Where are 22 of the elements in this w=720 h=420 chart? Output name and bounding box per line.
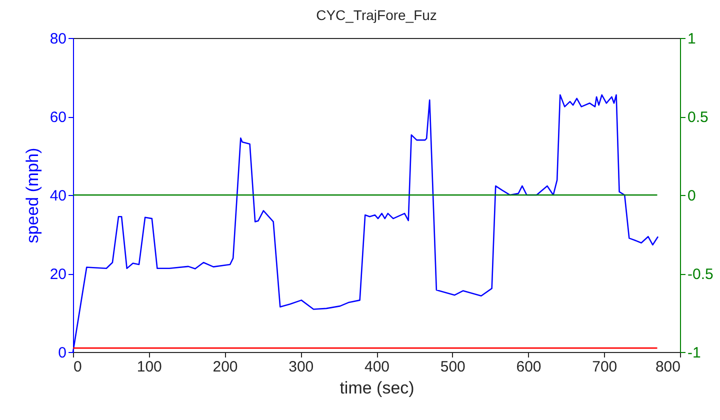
- y-tick-label: 0: [58, 344, 66, 362]
- y-tick-label: 40: [50, 188, 66, 204]
- x-tick-label: 500: [440, 358, 466, 376]
- x-tick-label: 200: [212, 358, 238, 376]
- chart-title: CYC_TrajFore_Fuz: [316, 7, 437, 23]
- x-tick-label: 300: [288, 358, 314, 376]
- x-tick-label: 400: [364, 358, 390, 376]
- x-tick-label: 0: [74, 358, 82, 376]
- y2-tick-label: -1: [688, 344, 701, 362]
- x-tick-label: 700: [592, 358, 618, 376]
- y-tick-label: 60: [50, 109, 66, 126]
- x-tick-label: 800: [655, 358, 680, 376]
- y2-tick-label: 0: [688, 188, 696, 204]
- y2-tick-label: 0.5: [688, 109, 708, 126]
- y2-tick-label: 1: [688, 30, 696, 48]
- x-tick-label: 600: [516, 358, 542, 376]
- y-tick-label: 20: [50, 266, 66, 283]
- y-axis-title: speed (mph): [22, 148, 42, 244]
- x-axis-title: time (sec): [340, 378, 414, 398]
- x-tick-label: 100: [136, 358, 162, 376]
- y-tick-label: 80: [50, 30, 66, 48]
- y2-tick-label: -0.5: [688, 266, 714, 283]
